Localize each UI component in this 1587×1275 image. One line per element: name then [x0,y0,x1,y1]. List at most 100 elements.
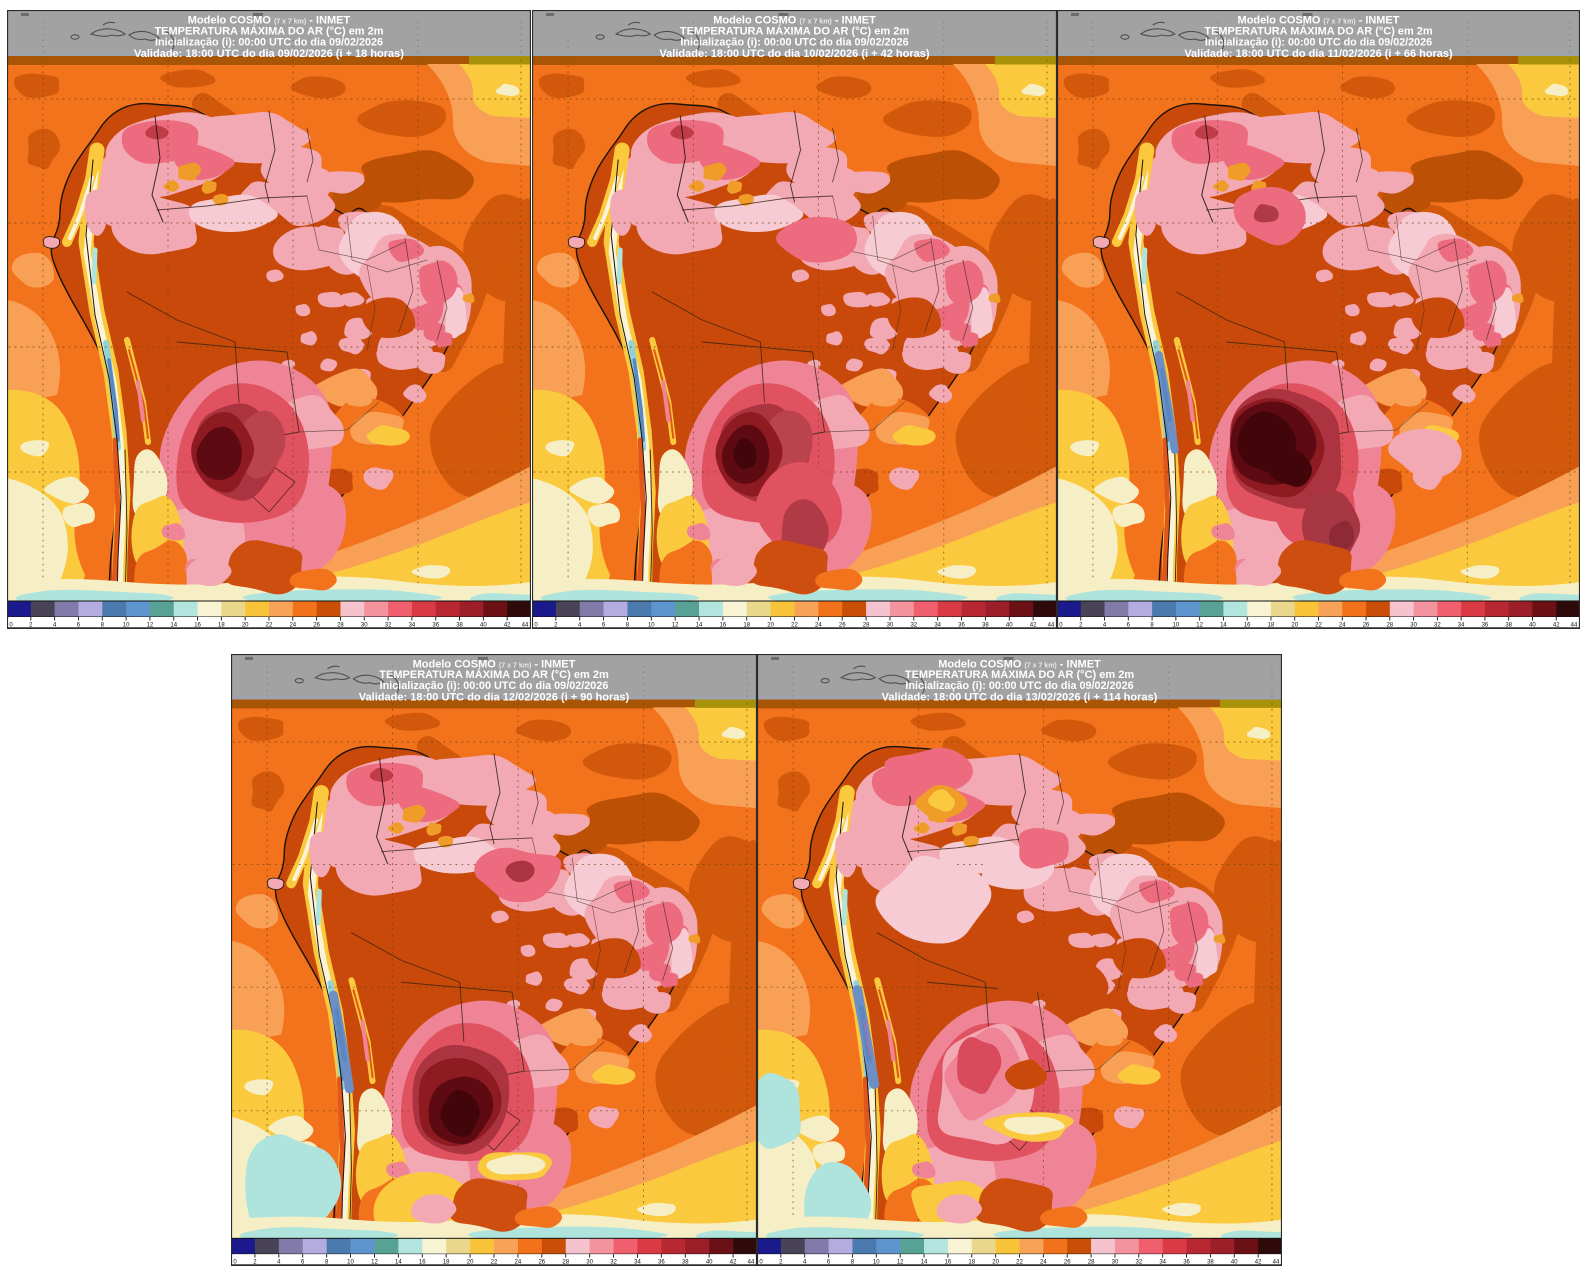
svg-text:2: 2 [1079,622,1083,628]
svg-text:44: 44 [1571,622,1578,628]
svg-text:24: 24 [1040,1260,1047,1266]
svg-text:38: 38 [1505,622,1512,628]
svg-text:42: 42 [1030,623,1037,629]
svg-text:Modelo COSMO (7 x 7 km) - INME: Modelo COSMO (7 x 7 km) - INMET [188,15,351,27]
svg-text:8: 8 [626,623,630,629]
svg-text:6: 6 [1127,622,1131,628]
svg-text:0: 0 [9,623,13,629]
svg-text:4: 4 [53,623,57,629]
svg-text:18: 18 [1268,622,1275,628]
svg-text:34: 34 [1458,622,1465,628]
svg-text:26: 26 [1064,1260,1071,1266]
svg-text:32: 32 [385,623,392,629]
svg-text:0: 0 [534,623,538,629]
svg-text:14: 14 [696,623,703,629]
svg-text:4: 4 [1103,622,1107,628]
svg-text:32: 32 [910,623,917,629]
svg-text:22: 22 [491,1260,498,1266]
svg-text:38: 38 [456,623,463,629]
svg-text:22: 22 [266,623,273,629]
svg-text:28: 28 [1386,622,1393,628]
svg-text:16: 16 [945,1260,952,1266]
svg-text:18: 18 [743,623,750,629]
svg-text:38: 38 [682,1260,689,1266]
svg-text:Validade: 18:00 UTC do dia 12/: Validade: 18:00 UTC do dia 12/02/2026 (i… [359,692,630,704]
svg-text:18: 18 [218,623,225,629]
svg-text:12: 12 [1196,622,1203,628]
svg-text:Modelo COSMO (7 x 7 km) - INME: Modelo COSMO (7 x 7 km) - INMET [413,658,576,670]
svg-text:16: 16 [419,1260,426,1266]
svg-text:2: 2 [779,1260,783,1266]
svg-text:28: 28 [863,623,870,629]
svg-text:20: 20 [242,623,249,629]
svg-text:12: 12 [672,623,679,629]
svg-text:Validade: 18:00 UTC do dia 13/: Validade: 18:00 UTC do dia 13/02/2026 (i… [882,692,1158,704]
svg-text:6: 6 [827,1260,831,1266]
svg-text:TEMPERATURA MÁXIMA DO AR (°C): TEMPERATURA MÁXIMA DO AR (°C) em 2m [905,668,1135,681]
svg-text:36: 36 [1183,1260,1190,1266]
svg-text:26: 26 [538,1260,545,1266]
svg-text:TEMPERATURA MÁXIMA DO AR (°C): TEMPERATURA MÁXIMA DO AR (°C) em 2m [379,668,609,681]
svg-text:40: 40 [1529,622,1536,628]
svg-text:TEMPERATURA MÁXIMA DO AR (°C): TEMPERATURA MÁXIMA DO AR (°C) em 2m [154,25,383,38]
svg-text:8: 8 [325,1260,329,1266]
svg-text:24: 24 [1339,622,1346,628]
svg-text:26: 26 [1363,622,1370,628]
svg-text:20: 20 [467,1260,474,1266]
svg-text:40: 40 [1006,623,1013,629]
svg-text:36: 36 [658,1260,665,1266]
svg-text:4: 4 [803,1260,807,1266]
svg-text:10: 10 [1173,622,1180,628]
svg-text:Validade: 18:00 UTC do dia 11/: Validade: 18:00 UTC do dia 11/02/2026 (i… [1184,48,1453,60]
svg-text:Inicialização (i): 00:00 UTC d: Inicialização (i): 00:00 UTC do dia 09/0… [905,680,1133,692]
svg-text:32: 32 [1135,1260,1142,1266]
svg-text:22: 22 [1016,1260,1023,1266]
svg-text:12: 12 [897,1260,904,1266]
svg-text:40: 40 [1231,1260,1238,1266]
svg-text:18: 18 [968,1260,975,1266]
svg-text:6: 6 [301,1260,305,1266]
svg-text:26: 26 [313,623,320,629]
svg-text:10: 10 [347,1260,354,1266]
svg-text:0: 0 [1059,622,1063,628]
svg-text:36: 36 [432,623,439,629]
svg-text:8: 8 [101,623,105,629]
svg-text:36: 36 [958,623,965,629]
svg-text:28: 28 [337,623,344,629]
svg-text:42: 42 [1255,1260,1262,1266]
svg-text:8: 8 [1150,622,1154,628]
svg-text:10: 10 [123,623,130,629]
svg-text:2: 2 [253,1260,257,1266]
svg-text:Validade: 18:00 UTC do dia 09/: Validade: 18:00 UTC do dia 09/02/2026 (i… [134,48,404,60]
svg-text:20: 20 [767,623,774,629]
svg-text:2: 2 [554,623,558,629]
svg-text:44: 44 [1048,623,1055,629]
svg-text:10: 10 [648,623,655,629]
svg-text:38: 38 [1207,1260,1214,1266]
svg-text:Inicialização (i): 00:00 UTC d: Inicialização (i): 00:00 UTC do dia 09/0… [380,680,609,692]
svg-text:30: 30 [887,623,894,629]
svg-text:12: 12 [147,623,154,629]
svg-text:40: 40 [480,623,487,629]
svg-text:20: 20 [992,1260,999,1266]
svg-text:42: 42 [730,1260,737,1266]
svg-text:0: 0 [759,1260,763,1266]
svg-text:Validade: 18:00 UTC do dia 10/: Validade: 18:00 UTC do dia 10/02/2026 (i… [659,48,930,60]
svg-text:4: 4 [277,1260,281,1266]
svg-text:26: 26 [839,623,846,629]
svg-text:Inicialização (i): 00:00 UTC d: Inicialização (i): 00:00 UTC do dia 09/0… [680,37,908,49]
svg-text:38: 38 [982,623,989,629]
svg-text:22: 22 [791,623,798,629]
svg-text:10: 10 [873,1260,880,1266]
svg-text:20: 20 [1291,622,1298,628]
svg-text:44: 44 [522,623,529,629]
svg-text:Inicialização (i): 00:00 UTC d: Inicialização (i): 00:00 UTC do dia 09/0… [155,37,383,49]
svg-text:30: 30 [1410,622,1417,628]
svg-text:8: 8 [851,1260,855,1266]
svg-text:44: 44 [1273,1260,1280,1266]
svg-text:14: 14 [395,1260,402,1266]
svg-text:18: 18 [443,1260,450,1266]
svg-text:2: 2 [29,623,33,629]
svg-text:14: 14 [1220,622,1227,628]
svg-text:42: 42 [504,623,511,629]
